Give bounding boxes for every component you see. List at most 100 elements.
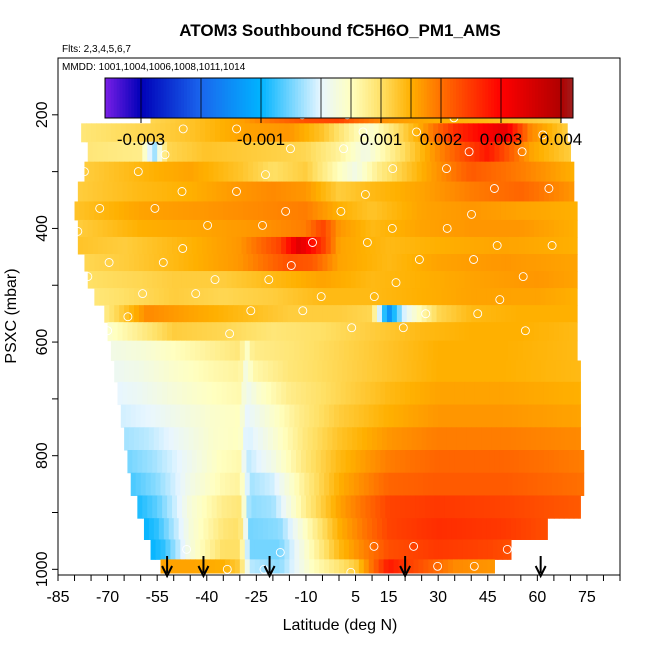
- heatmap-cell: [97, 236, 104, 255]
- heatmap-cell: [162, 322, 168, 342]
- heatmap-cell: [443, 472, 449, 496]
- heatmap-cell: [350, 141, 357, 163]
- heatmap-cell: [82, 236, 89, 255]
- heatmap-cell: [419, 381, 426, 406]
- heatmap-cell: [267, 254, 274, 272]
- heatmap-cell: [563, 181, 570, 202]
- heatmap-cell: [467, 404, 474, 428]
- heatmap-cell: [548, 381, 555, 406]
- heatmap-cell: [300, 322, 307, 342]
- heatmap-cell: [236, 181, 243, 202]
- colorbar-tick-label: -0.001: [237, 130, 285, 149]
- heatmap-cell: [127, 219, 133, 238]
- heatmap-cell: [281, 495, 287, 519]
- heatmap-cell: [132, 181, 138, 202]
- heatmap-cell: [504, 141, 510, 163]
- heatmap-cell: [312, 201, 319, 221]
- heatmap-cell: [454, 322, 461, 342]
- heatmap-cell: [196, 495, 203, 519]
- heatmap-cell: [534, 271, 540, 289]
- heatmap-cell: [496, 201, 502, 221]
- sample-point: [177, 187, 187, 196]
- heatmap-cell: [386, 254, 393, 272]
- heatmap-cell: [348, 123, 355, 143]
- heatmap-cell: [137, 236, 143, 255]
- colorbar-swatch: [494, 78, 498, 118]
- heatmap-cell: [398, 472, 405, 496]
- heatmap-cell: [562, 472, 568, 496]
- heatmap-cell: [524, 495, 530, 519]
- heatmap-cell: [491, 201, 497, 221]
- heatmap-cell: [454, 381, 461, 406]
- colorbar-swatch: [534, 78, 539, 118]
- heatmap-cell: [357, 305, 363, 323]
- heatmap-cell: [410, 381, 416, 406]
- heatmap-cell: [388, 340, 395, 362]
- heatmap-cell: [330, 495, 337, 519]
- heatmap-cell: [555, 254, 562, 272]
- heatmap-cell: [500, 161, 507, 183]
- heatmap-cell: [539, 322, 545, 342]
- heatmap-cell: [168, 201, 175, 221]
- heatmap-cell: [238, 254, 244, 272]
- heatmap-cell: [535, 254, 542, 272]
- heatmap-cell: [327, 288, 333, 306]
- heatmap-cell: [219, 404, 226, 428]
- heatmap-cell: [555, 288, 562, 306]
- heatmap-cell: [505, 161, 512, 183]
- heatmap-cell: [494, 141, 500, 163]
- heatmap-cell: [444, 271, 451, 289]
- heatmap-cell: [436, 201, 443, 221]
- heatmap-cell: [253, 427, 259, 451]
- heatmap-cell: [234, 472, 241, 496]
- heatmap-cell: [552, 472, 558, 496]
- heatmap-cell: [259, 472, 266, 496]
- heatmap-cell: [309, 123, 315, 143]
- heatmap-cell: [469, 450, 476, 474]
- heatmap-cell: [296, 236, 302, 255]
- heatmap-cell: [471, 288, 477, 306]
- heatmap-cell: [105, 123, 112, 143]
- heatmap-cell: [284, 559, 291, 574]
- heatmap-cell: [519, 495, 525, 519]
- heatmap-cell: [419, 141, 426, 163]
- heatmap-cell: [175, 123, 181, 143]
- heatmap-cell: [319, 340, 325, 362]
- heatmap-cell: [570, 161, 575, 183]
- heatmap-cell: [403, 539, 410, 560]
- heatmap-cell: [486, 360, 492, 383]
- heatmap-cell: [520, 288, 527, 306]
- heatmap-cell: [542, 472, 548, 496]
- heatmap-cell: [334, 472, 340, 496]
- heatmap-cell: [416, 518, 423, 540]
- heatmap-cell: [191, 219, 198, 238]
- heatmap-cell: [557, 123, 563, 143]
- heatmap-cell: [540, 201, 547, 221]
- heatmap-cell: [514, 495, 520, 519]
- heatmap-cell: [162, 181, 168, 202]
- heatmap-cell: [304, 559, 310, 574]
- heatmap-cell: [386, 288, 393, 306]
- heatmap-cell: [419, 219, 426, 238]
- heatmap-cell: [530, 427, 537, 451]
- colorbar-swatch: [470, 78, 475, 118]
- heatmap-cell: [451, 201, 457, 221]
- heatmap-cell: [570, 254, 576, 272]
- heatmap-cell: [433, 472, 439, 496]
- heatmap-cell: [367, 161, 373, 183]
- heatmap-cell: [461, 201, 467, 221]
- heatmap-cell: [548, 219, 555, 238]
- heatmap-cell: [448, 559, 454, 574]
- heatmap-cell: [196, 236, 203, 255]
- x-tick-label: 30: [429, 589, 447, 606]
- heatmap-cell: [282, 518, 289, 540]
- flights-label: Flts: 2,3,4,5,6,7: [62, 44, 131, 55]
- colorbar-swatch: [318, 78, 322, 118]
- heatmap-cell: [157, 236, 163, 255]
- heatmap-cell: [251, 181, 257, 202]
- heatmap-cell: [476, 288, 482, 306]
- heatmap-cell: [261, 236, 267, 255]
- heatmap-cell: [231, 381, 238, 406]
- heatmap-cell: [185, 539, 191, 560]
- heatmap-cell: [271, 236, 277, 255]
